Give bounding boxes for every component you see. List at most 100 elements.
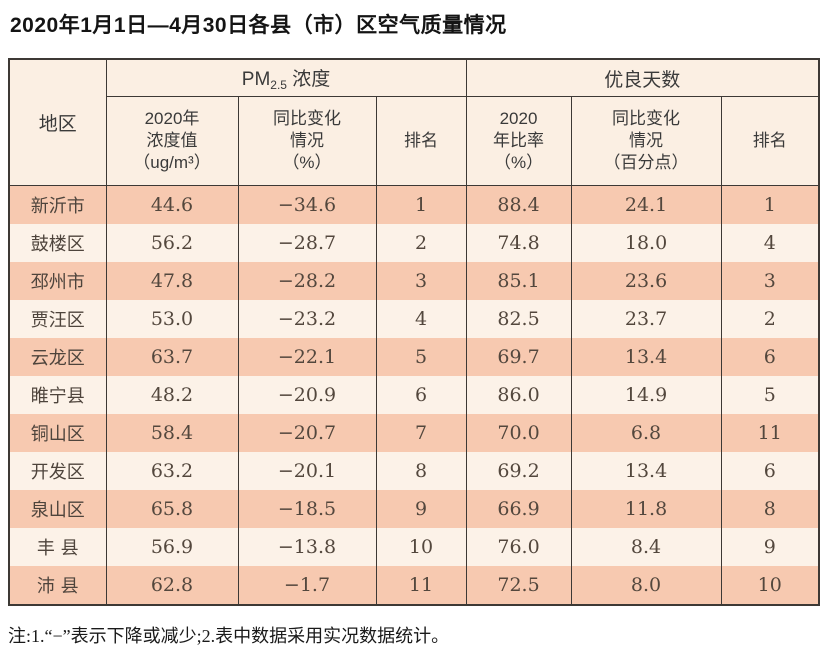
cell-days-rank: 11 xyxy=(720,414,820,452)
cell-days-rank: 6 xyxy=(720,452,820,490)
days-rank-header: 排名 xyxy=(720,96,820,186)
cell-region: 铜山区 xyxy=(8,414,107,452)
air-quality-table: 地区 PM2.5 浓度 优良天数 2020年 浓度值 （ug/m³） 同比变化 … xyxy=(8,58,821,606)
cell-region: 新沂市 xyxy=(8,185,107,224)
table-row: 贾汪区 53.0 −23.2 4 82.5 23.7 2 xyxy=(8,300,820,338)
cell-region: 睢宁县 xyxy=(8,376,107,414)
cell-days-rate: 76.0 xyxy=(465,528,572,566)
cell-pm-value: 63.7 xyxy=(105,338,239,376)
cell-pm-rank: 2 xyxy=(375,224,467,262)
cell-region: 丰 县 xyxy=(8,528,107,566)
table-header: 地区 PM2.5 浓度 优良天数 2020年 浓度值 （ug/m³） 同比变化 … xyxy=(8,58,820,186)
cell-pm-value: 47.8 xyxy=(105,262,239,300)
cell-pm-rank: 1 xyxy=(375,185,467,224)
cell-days-rate: 74.8 xyxy=(465,224,572,262)
days-change-header: 同比变化 情况 （百分点） xyxy=(570,96,722,186)
cell-days-change: 6.8 xyxy=(570,414,722,452)
cell-pm-change: −18.5 xyxy=(237,490,377,528)
cell-region: 沛 县 xyxy=(8,566,107,605)
cell-days-rate: 86.0 xyxy=(465,376,572,414)
cell-days-rank: 2 xyxy=(720,300,820,338)
table-row: 鼓楼区 56.2 −28.7 2 74.8 18.0 4 xyxy=(8,224,820,262)
page-title: 2020年1月1日—4月30日各县（市）区空气质量情况 xyxy=(10,14,507,37)
cell-days-change: 18.0 xyxy=(570,224,722,262)
cell-days-change: 23.6 xyxy=(570,262,722,300)
days-rate-header: 2020 年比率 （%） xyxy=(465,96,572,186)
cell-pm-value: 62.8 xyxy=(105,566,239,605)
cell-pm-change: −34.6 xyxy=(237,185,377,224)
table-row: 睢宁县 48.2 −20.9 6 86.0 14.9 5 xyxy=(8,376,820,414)
cell-region: 云龙区 xyxy=(8,338,107,376)
cell-pm-change: −23.2 xyxy=(237,300,377,338)
cell-pm-value: 63.2 xyxy=(105,452,239,490)
cell-pm-value: 56.2 xyxy=(105,224,239,262)
cell-pm-rank: 7 xyxy=(375,414,467,452)
cell-pm-change: −20.7 xyxy=(237,414,377,452)
cell-days-rank: 6 xyxy=(720,338,820,376)
cell-days-rank: 9 xyxy=(720,528,820,566)
cell-pm-change: −20.1 xyxy=(237,452,377,490)
cell-pm-rank: 8 xyxy=(375,452,467,490)
cell-days-rank: 3 xyxy=(720,262,820,300)
pm-rank-header: 排名 xyxy=(375,96,467,186)
cell-pm-change: −22.1 xyxy=(237,338,377,376)
sub-header-row: 2020年 浓度值 （ug/m³） 同比变化 情况 （%） 排名 2020 年比… xyxy=(9,96,820,186)
table-row: 邳州市 47.8 −28.2 3 85.1 23.6 3 xyxy=(8,262,820,300)
cell-pm-rank: 11 xyxy=(375,566,467,605)
cell-region: 鼓楼区 xyxy=(8,224,107,262)
cell-pm-change: −20.9 xyxy=(237,376,377,414)
cell-days-change: 14.9 xyxy=(570,376,722,414)
good-days-group-header: 优良天数 xyxy=(465,58,820,97)
cell-days-rate: 69.2 xyxy=(465,452,572,490)
pm-change-header: 同比变化 情况 （%） xyxy=(237,96,377,186)
cell-days-rate: 70.0 xyxy=(465,414,572,452)
cell-region: 贾汪区 xyxy=(8,300,107,338)
table-row: 铜山区 58.4 −20.7 7 70.0 6.8 11 xyxy=(8,414,820,452)
cell-days-change: 24.1 xyxy=(570,185,722,224)
cell-days-rate: 66.9 xyxy=(465,490,572,528)
cell-pm-change: −28.7 xyxy=(237,224,377,262)
cell-pm-rank: 10 xyxy=(375,528,467,566)
cell-days-rate: 72.5 xyxy=(465,566,572,605)
cell-days-change: 8.4 xyxy=(570,528,722,566)
pm25-group-header: PM2.5 浓度 xyxy=(105,58,467,97)
cell-days-rank: 8 xyxy=(720,490,820,528)
cell-days-rate: 82.5 xyxy=(465,300,572,338)
cell-days-change: 23.7 xyxy=(570,300,722,338)
cell-pm-value: 44.6 xyxy=(105,185,239,224)
region-column-header: 地区 xyxy=(8,58,107,186)
cell-days-rate: 69.7 xyxy=(465,338,572,376)
table-row: 云龙区 63.7 −22.1 5 69.7 13.4 6 xyxy=(8,338,820,376)
cell-days-change: 13.4 xyxy=(570,452,722,490)
pm25-label-prefix: PM xyxy=(241,69,271,90)
cell-pm-rank: 5 xyxy=(375,338,467,376)
pm-value-header: 2020年 浓度值 （ug/m³） xyxy=(105,96,239,186)
cell-pm-value: 65.8 xyxy=(105,490,239,528)
cell-pm-rank: 4 xyxy=(375,300,467,338)
cell-days-rank: 4 xyxy=(720,224,820,262)
cell-days-rank: 1 xyxy=(720,185,820,224)
cell-region: 邳州市 xyxy=(8,262,107,300)
cell-days-rank: 5 xyxy=(720,376,820,414)
cell-days-change: 13.4 xyxy=(570,338,722,376)
cell-pm-change: −28.2 xyxy=(237,262,377,300)
cell-pm-rank: 6 xyxy=(375,376,467,414)
cell-pm-value: 48.2 xyxy=(105,376,239,414)
cell-pm-change: −1.7 xyxy=(237,566,377,605)
cell-pm-change: −13.8 xyxy=(237,528,377,566)
cell-region: 开发区 xyxy=(8,452,107,490)
cell-days-rate: 88.4 xyxy=(465,185,572,224)
table-row: 新沂市 44.6 −34.6 1 88.4 24.1 1 xyxy=(8,185,820,224)
cell-pm-value: 58.4 xyxy=(105,414,239,452)
cell-days-change: 11.8 xyxy=(570,490,722,528)
pm25-label-suffix: 浓度 xyxy=(286,69,331,90)
table-row: 开发区 63.2 −20.1 8 69.2 13.4 6 xyxy=(8,452,820,490)
cell-pm-value: 56.9 xyxy=(105,528,239,566)
cell-days-rate: 85.1 xyxy=(465,262,572,300)
cell-days-rank: 10 xyxy=(720,566,820,605)
cell-days-change: 8.0 xyxy=(570,566,722,605)
table-row: 沛 县 62.8 −1.7 11 72.5 8.0 10 xyxy=(8,566,820,605)
footnote: 注:1.“−”表示下降或减少;2.表中数据采用实况数据统计。 xyxy=(8,626,450,646)
cell-pm-rank: 9 xyxy=(375,490,467,528)
cell-pm-rank: 3 xyxy=(375,262,467,300)
